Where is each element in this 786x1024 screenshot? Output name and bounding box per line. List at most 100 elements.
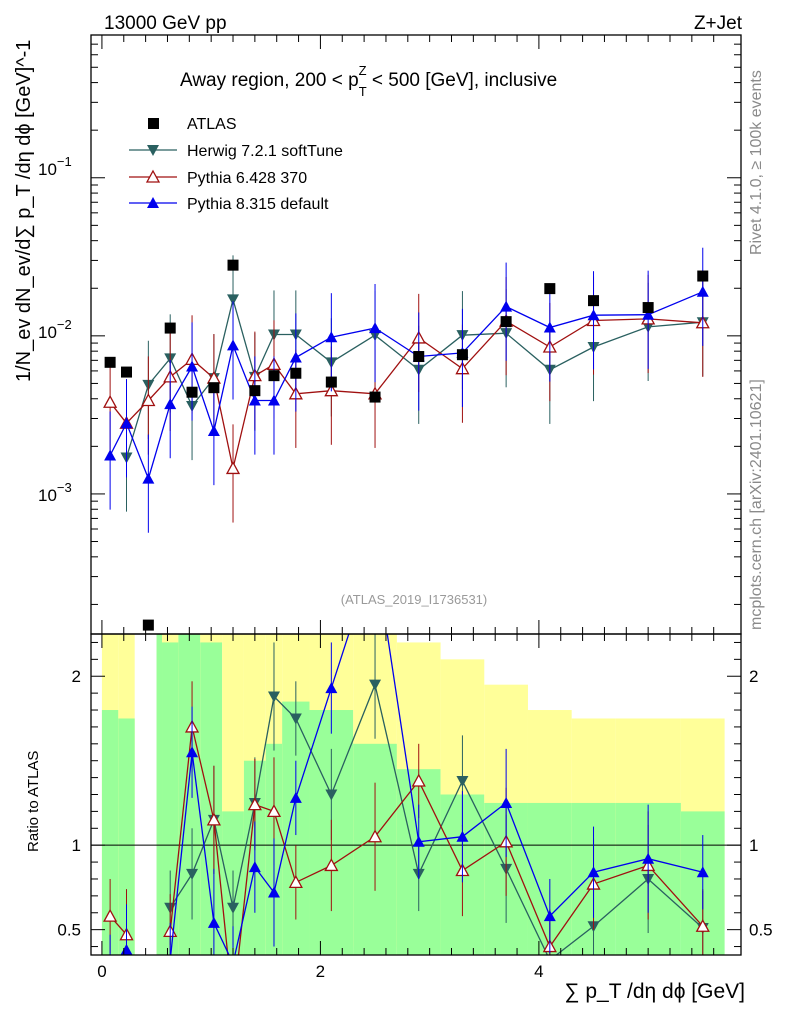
ratio-ytick-label: 0.5 (57, 921, 81, 940)
band-inner (101, 710, 119, 955)
point-atlas (227, 259, 239, 271)
ratio-point-herwig (289, 713, 302, 725)
point-pythia6 (103, 394, 118, 408)
ratio-ytick-label: 1 (72, 836, 81, 855)
plot-frames: 0.5 0.5 1 1 2 2 0 2 4 (57, 34, 773, 981)
point-pythia8 (642, 308, 655, 320)
ytick-main-1e-1: 10−1 (38, 154, 72, 179)
point-atlas (369, 391, 381, 403)
plot-title: Away region, 200 < pTZ < 500 [GeV], incl… (180, 63, 557, 99)
point-pythia8 (248, 394, 261, 406)
point-atlas (290, 367, 302, 379)
point-pythia8 (543, 321, 556, 333)
legend-marker-atlas (148, 118, 159, 129)
ratio-point-pythia8 (696, 866, 709, 878)
rivet-label: Rivet 4.1.0, ≥ 100k events (748, 70, 765, 255)
series-line-pythia6 (109, 318, 703, 469)
point-atlas (268, 370, 280, 382)
point-pythia8 (325, 331, 338, 343)
point-pythia8 (267, 394, 280, 406)
point-pythia8 (369, 322, 382, 334)
point-pythia6 (141, 393, 156, 407)
ratio-ytick-label-right: 1 (749, 836, 758, 855)
ratio-point-pythia8 (642, 852, 655, 864)
legend-label-pythia8: Pythia 8.315 default (187, 196, 329, 213)
ratio-point-herwig (267, 691, 280, 703)
ratio-point-herwig (325, 789, 338, 801)
ratio-point-herwig (186, 868, 199, 880)
legend-label-atlas: ATLAS (187, 116, 237, 133)
point-pythia8 (227, 339, 240, 351)
series-line-herwig (125, 296, 703, 458)
xlabel: ∑ p_T /dη dϕ [GeV] (565, 980, 745, 1003)
point-pythia8 (120, 417, 133, 429)
xtick-label: 0 (97, 962, 106, 981)
point-atlas (208, 382, 220, 394)
ratio-point-pythia6 (103, 908, 118, 922)
ratio-point-pythia8 (412, 835, 425, 847)
ytick-main-1e-3: 10−3 (38, 480, 72, 505)
point-pythia8 (164, 398, 177, 410)
point-atlas (325, 376, 337, 388)
ratio-line-herwig (169, 682, 704, 955)
ratio-point-pythia8 (248, 861, 261, 873)
ratio-point-pythia6 (288, 874, 303, 889)
point-atlas (186, 386, 198, 398)
legend: ATLAS Herwig 7.2.1 softTune Pythia 6.428… (129, 116, 343, 213)
point-atlas (142, 619, 154, 631)
main-plot-marks (103, 247, 710, 631)
point-atlas (588, 295, 600, 307)
legend-marker-herwig (147, 145, 159, 156)
header-left: 13000 GeV pp (104, 13, 227, 34)
point-pythia8 (186, 360, 199, 372)
xtick-label: 2 (316, 962, 325, 981)
mcplots-label: mcplots.cern.ch [arXiv:2401.10621] (748, 379, 765, 630)
ratio-point-pythia8 (169, 954, 171, 955)
point-pythia8 (500, 300, 513, 312)
point-atlas (456, 349, 468, 361)
ratio-point-pythia6 (247, 797, 262, 811)
analysis-id: (ATLAS_2019_I1736531) (341, 592, 487, 607)
band-inner (118, 718, 135, 955)
band-inner (156, 634, 163, 955)
point-atlas (544, 283, 556, 295)
point-pythia8 (104, 449, 117, 461)
ratio-plot-marks (103, 634, 710, 966)
ytick-main-1e-2: 10−2 (38, 317, 72, 342)
ratio-ytick-label: 2 (72, 667, 81, 686)
ratio-point-pythia8 (186, 746, 199, 758)
band-inner (200, 642, 223, 955)
header-right: Z+Jet (694, 13, 743, 34)
band-inner (162, 642, 179, 955)
point-pythia8 (142, 472, 155, 484)
xtick-label: 4 (534, 962, 543, 981)
legend-label-pythia6: Pythia 6.428 370 (187, 170, 307, 187)
ratio-point-herwig (456, 775, 469, 787)
point-pythia8 (587, 309, 600, 321)
ratio-point-pythia8 (543, 910, 556, 922)
ratio-point-pythia6 (266, 804, 282, 818)
ratio-ylabel: Ratio to ATLAS (25, 751, 42, 852)
point-pythia8 (207, 425, 220, 437)
ratio-bands (91, 634, 741, 955)
point-atlas (164, 322, 176, 334)
main-ylabel: 1/N_ev dN_ev/d∑ p_T /dη dϕ [GeV]^-1 (13, 40, 35, 382)
ratio-ytick-label-right: 2 (749, 667, 758, 686)
ratio-point-pythia8 (207, 916, 220, 928)
ratio-point-pythia6 (367, 829, 383, 843)
point-atlas (697, 270, 709, 282)
ratio-point-pythia6 (695, 918, 710, 932)
point-atlas (413, 351, 425, 363)
ratio-point-herwig (544, 955, 556, 966)
legend-marker-pythia8 (147, 197, 159, 208)
point-atlas (121, 366, 133, 378)
point-atlas (500, 316, 512, 328)
point-atlas (104, 356, 116, 368)
ratio-point-pythia8 (500, 796, 513, 808)
ratio-point-pythia8 (289, 791, 302, 803)
ratio-point-pythia6 (324, 858, 339, 872)
legend-label-herwig: Herwig 7.2.1 softTune (187, 143, 343, 160)
ratio-point-herwig (227, 902, 240, 914)
point-pythia6 (225, 461, 241, 475)
